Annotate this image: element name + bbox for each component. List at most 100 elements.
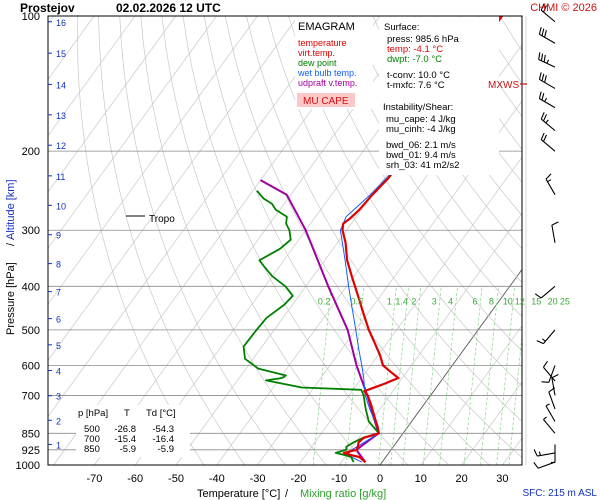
wind-barb [534,285,556,299]
wind-barb-feather [545,173,552,180]
pressure-tick-label: 925 [22,445,40,457]
isotherm-line [338,212,522,465]
wind-barb [538,27,556,44]
wind-barbs-layer [525,3,559,469]
x-axis-label: Temperature [°C] [197,488,280,500]
wind-barb-half-feather [538,451,541,456]
surface-tmxfc: t-mxfc: 7.6 °C [387,80,445,91]
wind-barb-feather [541,28,545,36]
mixing-ratio-label: 2 [411,296,416,306]
sfc-label: SFC: 215 m ASL [523,488,598,499]
station-title: Prostejov [20,1,75,15]
wind-barb-feather [533,449,538,457]
mixing-ratio-label: 10 [503,296,513,306]
x-axis-label-secondary: Mixing ratio [g/kg] [300,488,386,500]
wind-barb-staff [551,377,556,396]
temperature-tick-label: -20 [290,473,306,485]
altitude-tick-label: 14 [56,80,66,90]
wind-barb-feather [543,114,547,122]
labels-layer: 1002003004005006007008509251000123456789… [16,11,570,485]
wind-barb-half-feather [545,403,550,407]
wind-barb-feather [540,3,545,11]
wind-barb [545,173,556,195]
mixing-ratio-label: 6 [473,296,478,306]
isotherm-line [48,16,217,249]
temperature-tick-label: -60 [127,473,143,485]
altitude-tick-label: 11 [56,172,65,182]
isotherm-line [48,16,258,305]
mixing-ratio-label: 20 [548,296,558,306]
pressure-tick-label: 600 [22,360,40,372]
isotherm-line [48,16,299,361]
mu-cape-value: mu_cape: 4 J/kg [386,114,456,125]
wind-barb-feather [542,360,548,368]
pressure-tick-label: 300 [22,225,40,237]
dry-adiabat [330,16,522,318]
mixing-ratio-label: 15 [531,296,541,306]
y-axis-label-secondary: Altitude [km] [5,179,17,240]
temperature-tick-label: 10 [415,473,427,485]
pressure-tick-label: 400 [22,281,40,293]
legend-temperature: temperature [298,38,347,48]
wind-barb-staff [540,285,556,299]
wind-barb-feather [541,73,545,82]
mixing-ratio-label: 3 [432,296,437,306]
wind-barb-staff [551,224,556,243]
altitude-tick-label: 6 [56,315,61,325]
table-cell: -54.3 [152,424,174,435]
wind-barb-staff [548,365,556,383]
dry-adiabat [309,16,522,352]
wind-barb [538,91,556,109]
wind-barb [533,449,556,457]
wind-barb [551,374,559,396]
wind-barb-feather [540,53,544,61]
tropo-label: Tropo [149,214,175,225]
wind-barb-feather [543,134,547,142]
surface-dwpt: dwpt: -7.0 °C [387,54,442,65]
wind-barb [542,360,556,382]
series-udpraft-v-temp [260,179,380,463]
wind-barb-half-feather [543,416,547,420]
legend-dew-point: dew point [298,58,337,68]
mixing-ratio-label: 8 [489,296,494,306]
wind-barb [540,132,556,152]
dry-adiabat [372,16,522,250]
surface-tconv: t-conv: 10.0 °C [387,70,450,81]
table-header-p: p [hPa] [78,408,108,419]
table-header-td: Td [°C] [146,408,176,419]
altitude-tick-label: 10 [56,201,66,211]
wind-barb [543,416,556,434]
srh-03-value: srh_03: 41 m2/s2 [386,160,459,171]
temperature-tick-label: -30 [250,473,266,485]
mu-cinh-value: mu_cinh: -4 J/kg [386,124,456,135]
isotherm-line [48,16,177,193]
wind-barb [541,365,556,383]
altitude-tick-label: 16 [56,18,66,28]
wind-barb [551,444,556,464]
wind-barb-feather [534,293,542,299]
altitude-tick-label: 9 [56,231,61,241]
altitude-tick-label: 5 [56,341,61,351]
wind-barb-feather [538,27,542,35]
wind-barb [538,52,556,68]
mu-cape-label: MU CAPE [303,96,349,107]
wind-barb-feather [541,92,545,101]
isotherm-line [379,268,522,465]
mixing-ratio-label: 0.2 [318,296,331,306]
table-cell: -15.4 [114,434,136,445]
table-header-t: T [124,408,130,419]
surface-press: press: 985.6 hPa [387,34,460,45]
mixing-ratio-label: 4 [448,296,453,306]
temperature-tick-label: -10 [331,473,347,485]
table-cell: -16.4 [152,434,174,445]
pressure-tick-label: 700 [22,390,40,402]
wind-barb-feather [544,75,547,83]
wind-barb [536,329,556,345]
instability-title: Instability/Shear: [383,102,453,113]
wind-barb-half-feather [544,97,548,102]
altitude-tick-label: 3 [56,392,61,402]
bwd-06-value: bwd_06: 2.1 m/s [386,140,456,151]
table-cell: 500 [84,424,100,435]
dry-adiabat [393,16,522,217]
dry-adiabat [267,16,522,422]
